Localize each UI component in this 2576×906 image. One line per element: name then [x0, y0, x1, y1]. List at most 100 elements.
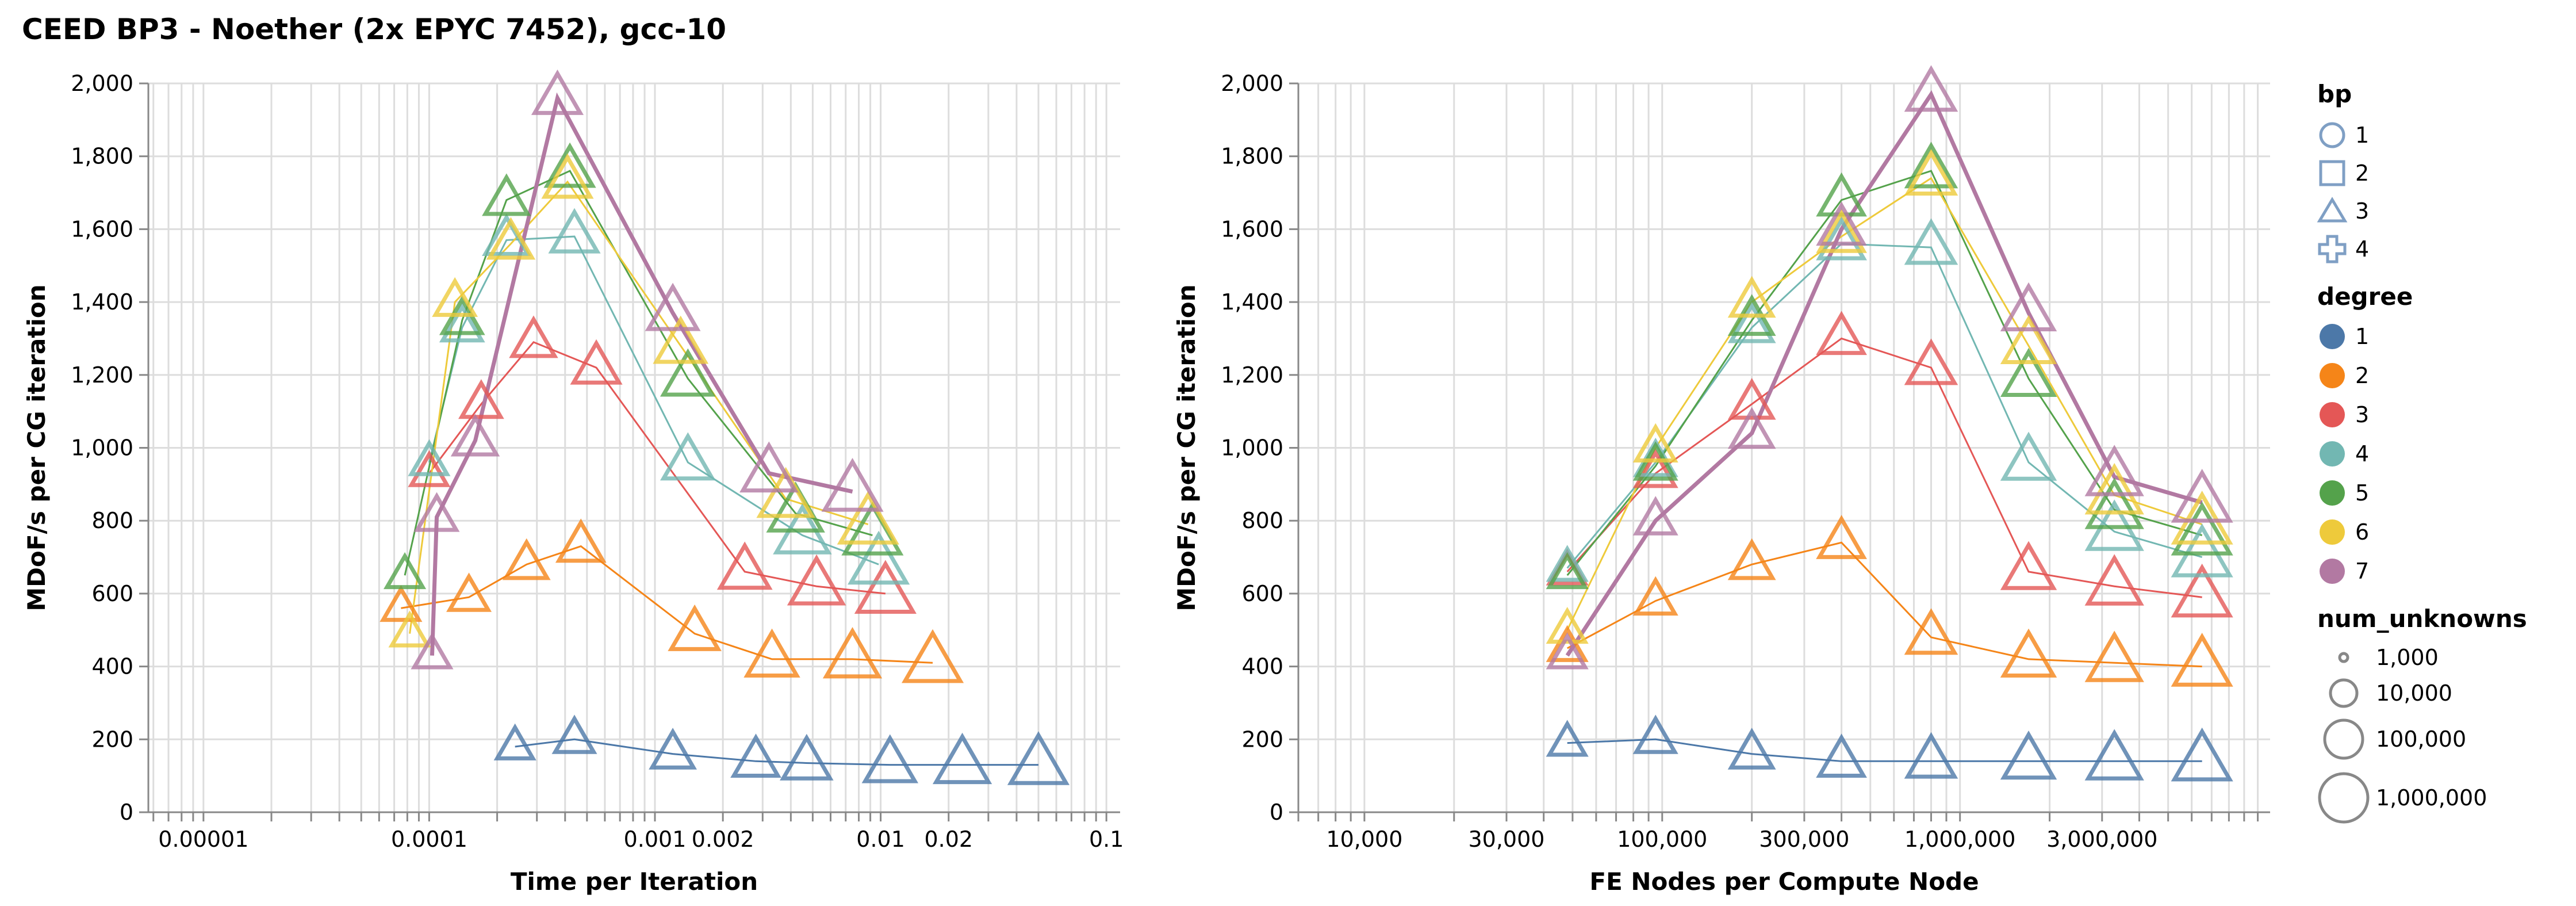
data-point-degree-1 [780, 733, 834, 781]
y-tick-label: 200 [1241, 727, 1283, 752]
data-point-degree-6 [756, 467, 815, 518]
data-point-degree-2 [1727, 538, 1776, 580]
data-point-degree-5 [482, 173, 531, 216]
y-axis-title: MDoF/s per CG iteration [22, 284, 51, 611]
data-point-degree-3 [2171, 563, 2233, 618]
y-tick-label: 0 [1270, 800, 1283, 825]
data-point-degree-7 [645, 282, 701, 331]
data-point-degree-6 [388, 610, 431, 648]
x-tick-label: 0.01 [856, 827, 905, 852]
data-point-degree-5 [2084, 477, 2144, 529]
data-point-degree-3 [1632, 448, 1678, 488]
color-swatch-icon [2320, 480, 2345, 506]
x-tick-label: 300,000 [1759, 827, 1849, 852]
data-point-degree-1 [932, 732, 992, 785]
y-tick-label: 200 [91, 727, 133, 752]
square-icon [2319, 160, 2345, 186]
x-tick-label: 0.02 [924, 827, 973, 852]
legend-title-bp: bp [2317, 80, 2352, 108]
data-point-degree-4 [848, 530, 910, 585]
data-point-degree-7 [531, 69, 584, 115]
data-point-degree-7 [821, 457, 884, 512]
data-point-degree-2 [1904, 608, 1958, 655]
color-swatch-icon [2320, 402, 2345, 427]
x-tick-label: 0.002 [692, 827, 754, 852]
x-tick-label: 0.0001 [391, 827, 467, 852]
size-swatch-icon [2323, 718, 2364, 760]
data-point-degree-2 [901, 629, 964, 683]
data-point-degree-7 [2171, 468, 2233, 523]
y-tick-label: 1,400 [1221, 289, 1283, 315]
data-point-degree-7 [2084, 445, 2144, 496]
data-point-degree-5 [1904, 142, 1958, 189]
y-tick-label: 600 [91, 581, 133, 606]
data-point-degree-3 [408, 450, 451, 487]
x-tick-label: 100,000 [1617, 827, 1707, 852]
y-tick-label: 1,200 [71, 362, 133, 388]
legend-label-degree: 2 [2355, 363, 2369, 388]
data-point-degree-4 [439, 303, 485, 343]
data-point-degree-1 [2084, 729, 2144, 781]
data-point-degree-5 [2171, 501, 2233, 556]
data-point-degree-3 [1727, 377, 1776, 420]
data-point-degree-1 [1546, 720, 1589, 757]
data-point-degree-6 [1727, 276, 1776, 318]
legend-title-num-unknowns: num_unknowns [2317, 605, 2527, 633]
data-point-degree-2 [2171, 633, 2233, 687]
data-point-degree-7 [2000, 282, 2057, 331]
color-swatch-icon [2320, 559, 2345, 584]
series-line-degree-7 [1565, 90, 2203, 657]
data-point-degree-6 [1904, 148, 1958, 196]
data-point-degree-3 [570, 339, 623, 385]
legend-label-degree: 5 [2355, 480, 2369, 506]
circle-icon [2319, 122, 2345, 148]
data-point-degree-7 [411, 632, 454, 670]
data-point-degree-2 [2084, 630, 2144, 682]
data-point-degree-2 [1632, 576, 1678, 616]
color-swatch-icon [2320, 324, 2345, 349]
x-tick-label: 30,000 [1469, 827, 1545, 852]
legend-label-degree: 4 [2355, 441, 2369, 467]
data-point-degree-3 [2084, 554, 2144, 606]
data-point-degree-6 [1632, 423, 1678, 463]
data-point-degree-6 [837, 490, 899, 545]
y-tick-label: 1,400 [71, 289, 133, 315]
data-point-degree-1 [1816, 733, 1867, 778]
legend: bp1234degree1234567num_unknowns1,00010,0… [2317, 80, 2527, 824]
data-point-degree-7 [1816, 201, 1867, 246]
data-point-degree-1 [730, 733, 781, 778]
data-point-degree-6 [486, 217, 536, 260]
series-line-degree-7 [430, 92, 853, 656]
data-point-degree-3 [787, 554, 846, 606]
data-point-degree-4 [660, 432, 716, 481]
legend-label-degree: 7 [2355, 559, 2369, 584]
y-tick-label: 1,800 [71, 144, 133, 169]
data-point-degree-1 [2000, 730, 2057, 780]
data-point-degree-3 [716, 541, 773, 590]
x-tick-label: 0.00001 [158, 827, 248, 852]
y-tick-label: 1,600 [71, 216, 133, 242]
data-point-degree-5 [660, 348, 716, 397]
data-point-degree-1 [861, 734, 919, 783]
data-point-degree-2 [1816, 515, 1867, 559]
y-tick-label: 1,200 [1221, 362, 1283, 388]
data-point-degree-6 [2084, 462, 2144, 515]
data-point-degree-3 [509, 315, 558, 358]
data-point-degree-1 [551, 714, 597, 754]
triangle-icon [2317, 197, 2348, 223]
series-line-degree-3 [428, 341, 886, 595]
x-tick-label: 1,000,000 [1904, 827, 2015, 852]
color-swatch-icon [2320, 363, 2345, 388]
data-point-degree-2 [379, 584, 423, 622]
data-point-degree-6 [2000, 315, 2057, 365]
data-point-degree-1 [493, 723, 536, 760]
data-point-degree-4 [408, 439, 451, 476]
data-point-degree-1 [2171, 727, 2233, 782]
y-tick-label: 400 [1241, 654, 1283, 679]
data-point-degree-2 [555, 518, 607, 563]
data-point-degree-7 [1727, 407, 1776, 449]
size-swatch-icon [2318, 772, 2370, 824]
data-point-degree-5 [2000, 347, 2057, 397]
series-line-degree-5 [404, 170, 873, 576]
data-point-degree-3 [458, 379, 504, 419]
